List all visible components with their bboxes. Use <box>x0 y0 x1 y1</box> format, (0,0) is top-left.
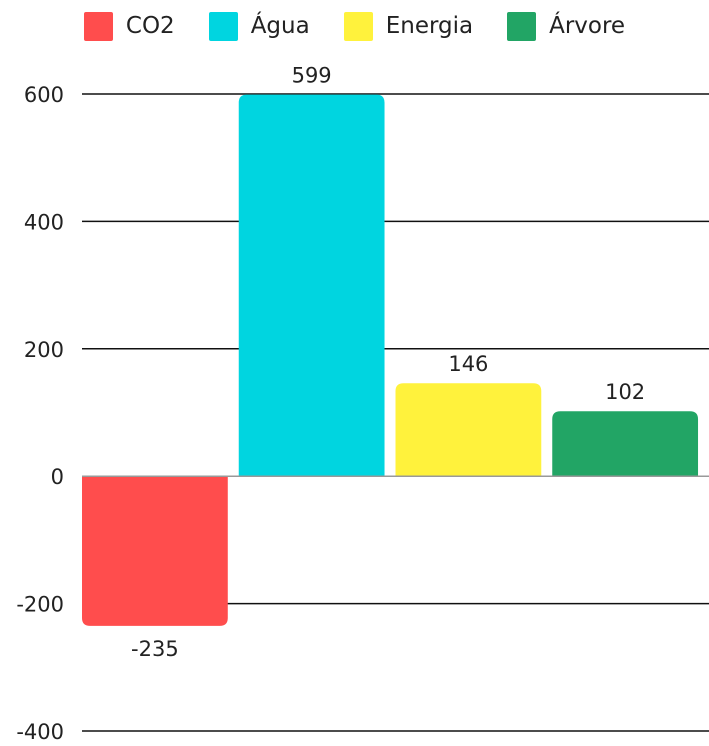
y-tick-label-4: -200 <box>16 593 64 617</box>
y-tick-label-2: 200 <box>24 338 64 362</box>
bar-árvore <box>552 411 699 477</box>
legend-label-co2: CO2 <box>125 13 175 39</box>
data-label-1: 599 <box>292 64 332 88</box>
chart-legend: CO2 Água Energia Árvore <box>0 6 709 46</box>
bars <box>82 94 699 626</box>
bar-água <box>238 94 385 477</box>
y-tick-label-5: -400 <box>16 720 64 744</box>
data-label-2: 146 <box>448 352 488 376</box>
legend-item-agua[interactable]: Água <box>208 11 310 41</box>
legend-label-arvore: Árvore <box>549 13 626 39</box>
legend-swatch-agua <box>208 11 238 41</box>
data-label-3: 102 <box>605 380 645 404</box>
legend-item-energia[interactable]: Energia <box>343 11 474 41</box>
y-tick-label-1: 400 <box>24 210 64 234</box>
legend-label-agua: Água <box>250 13 310 39</box>
y-tick-label-3: 0 <box>51 465 64 489</box>
data-labels: -235 599 146 102 <box>131 64 645 661</box>
y-axis-ticks: 600 400 200 0 -200 -400 <box>16 83 64 744</box>
legend-swatch-energia <box>343 11 373 41</box>
data-label-0: -235 <box>131 637 179 661</box>
y-tick-label-0: 600 <box>24 83 64 107</box>
legend-swatch-arvore <box>507 11 537 41</box>
legend-item-co2[interactable]: CO2 <box>83 11 175 41</box>
legend-label-energia: Energia <box>385 13 474 39</box>
legend-swatch-co2 <box>83 11 113 41</box>
bar-co2 <box>82 476 228 626</box>
legend-item-arvore[interactable]: Árvore <box>507 11 626 41</box>
bar-energia <box>395 383 542 477</box>
